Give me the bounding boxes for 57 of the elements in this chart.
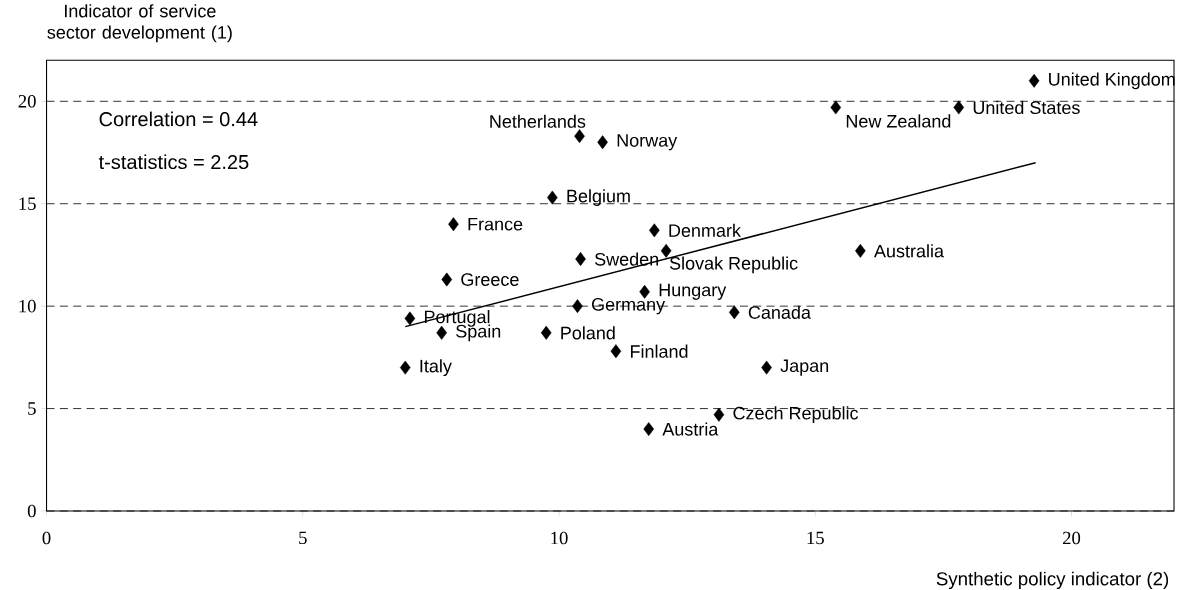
point: [574, 129, 585, 144]
y-tick-label: 5: [28, 402, 36, 415]
point: [649, 223, 660, 238]
point: [540, 325, 552, 340]
annotation: Austria: [662, 422, 719, 436]
y-tick-label: 20: [18, 95, 36, 108]
point: [1028, 73, 1040, 88]
annotation: Italy: [420, 359, 452, 376]
annotation: Norway: [617, 134, 678, 151]
annotation: Japan: [780, 359, 829, 376]
annotation: United Kingdom: [1049, 72, 1175, 90]
annotation: Greece: [461, 273, 519, 286]
point: [400, 360, 411, 375]
annotation: France: [468, 217, 523, 231]
point: [597, 135, 608, 150]
x-tick-label: 0: [42, 531, 51, 545]
annotation: Germany: [591, 298, 666, 315]
annotation: Canada: [748, 305, 811, 319]
point: [713, 407, 725, 422]
x-tick-label: 20: [1062, 531, 1081, 545]
point: [643, 422, 654, 436]
annotation: Poland: [561, 326, 615, 340]
point: [639, 284, 650, 299]
point: [547, 190, 558, 205]
point: [855, 243, 866, 258]
annotation: Netherlands: [490, 114, 586, 128]
annotation: New Zealand: [846, 114, 951, 128]
annotation: Slovak Republic: [669, 256, 798, 274]
point: [761, 360, 772, 375]
annotation: Finland: [630, 344, 688, 358]
annotation: Czech Republic: [733, 406, 859, 424]
y-axis-title: Indicator of service sector development (1): [47, 4, 232, 43]
annotation: Australia: [874, 244, 944, 258]
annotation: Correlation = 0.44: [99, 111, 258, 127]
point: [404, 311, 416, 326]
annotation: t-statistics = 2.25: [98, 154, 249, 170]
y-tick-label: 15: [19, 197, 36, 210]
point: [441, 272, 453, 287]
annotation: Sweden: [594, 252, 659, 266]
point: [729, 305, 740, 320]
y-tick-label: 0: [27, 504, 36, 518]
point: [830, 100, 842, 115]
annotation: Belgium: [567, 189, 630, 206]
y-tick-label: 10: [19, 299, 36, 313]
point: [575, 252, 586, 266]
point: [448, 217, 459, 232]
annotation: United States: [973, 100, 1080, 115]
annotation: Denmark: [669, 223, 741, 237]
point: [610, 344, 622, 359]
x-tick-label: 5: [299, 531, 307, 545]
point: [660, 243, 672, 258]
point: [953, 100, 965, 115]
x-tick-label: 10: [551, 531, 568, 545]
x-tick-label: 15: [807, 531, 824, 545]
x-axis-title: Synthetic policy indicator (2): [936, 571, 1169, 590]
annotation: Hungary: [659, 283, 727, 300]
point: [572, 299, 583, 314]
